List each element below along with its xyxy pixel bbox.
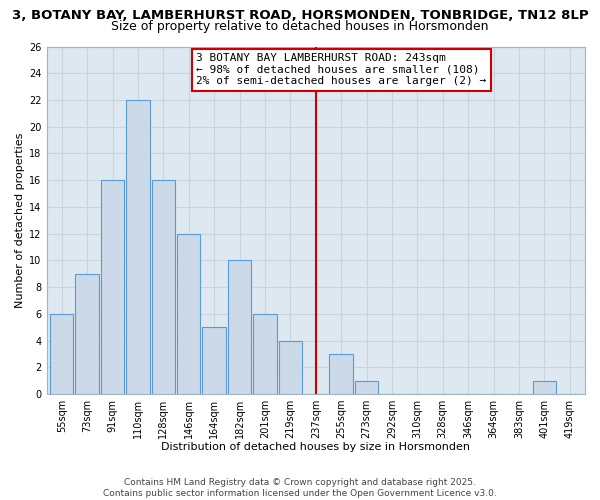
Bar [253,314,277,394]
Bar [76,274,99,394]
Bar [278,340,302,394]
Text: Contains HM Land Registry data © Crown copyright and database right 2025.
Contai: Contains HM Land Registry data © Crown c… [103,478,497,498]
Bar [355,380,378,394]
Bar [50,314,73,394]
Bar [533,380,556,394]
Bar [101,180,124,394]
Bar [228,260,251,394]
Text: Size of property relative to detached houses in Horsmonden: Size of property relative to detached ho… [111,20,489,33]
Bar [202,327,226,394]
Bar [177,234,200,394]
Bar [126,100,149,394]
Bar [152,180,175,394]
Text: 3 BOTANY BAY LAMBERHURST ROAD: 243sqm
← 98% of detached houses are smaller (108): 3 BOTANY BAY LAMBERHURST ROAD: 243sqm ← … [196,53,487,86]
Bar [329,354,353,394]
X-axis label: Distribution of detached houses by size in Horsmonden: Distribution of detached houses by size … [161,442,470,452]
Y-axis label: Number of detached properties: Number of detached properties [15,132,25,308]
Text: 3, BOTANY BAY, LAMBERHURST ROAD, HORSMONDEN, TONBRIDGE, TN12 8LP: 3, BOTANY BAY, LAMBERHURST ROAD, HORSMON… [11,9,589,22]
